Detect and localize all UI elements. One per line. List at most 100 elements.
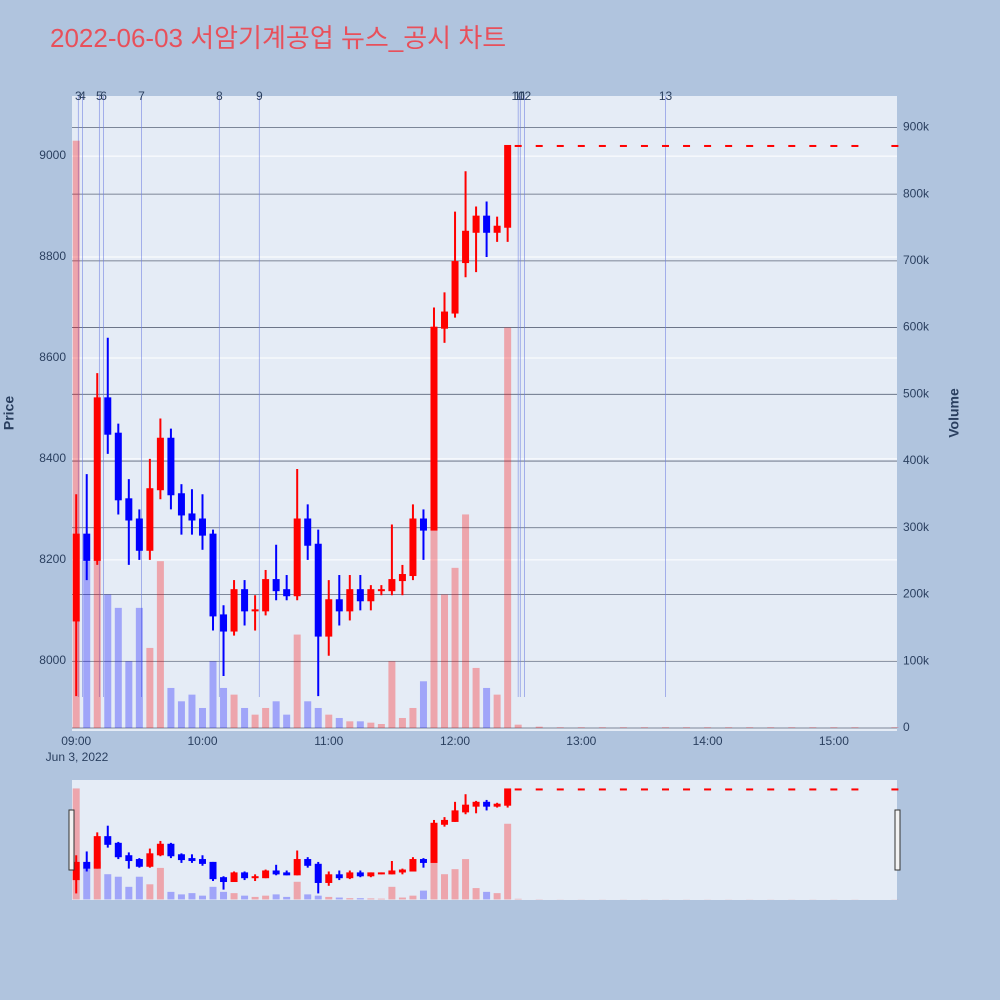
slider-candle-body (177, 854, 185, 861)
slider-volume-bar (304, 894, 312, 900)
slider-volume-bar (398, 897, 406, 900)
slider-candle-body (441, 819, 449, 825)
candle-body (767, 144, 775, 147)
slider-candle-body (809, 788, 817, 791)
slider-volume-bar (325, 896, 333, 900)
slider-candle-body (746, 788, 754, 791)
volume-bar (504, 327, 512, 728)
slider-candle-body (504, 788, 512, 806)
volume-bar (451, 567, 459, 728)
slider-candle-body (556, 788, 564, 791)
candle-body (356, 589, 364, 602)
news-label: 13 (659, 89, 673, 103)
slider-volume-bar (367, 898, 375, 900)
slider-candle-body (830, 788, 838, 791)
volume-bar (114, 607, 122, 728)
candle-body (451, 261, 459, 314)
slider-candle-body (640, 788, 648, 791)
candle-body (430, 326, 438, 531)
news-label: 4 (79, 89, 86, 103)
slider-candle-body (156, 843, 164, 856)
y2-axis-title: Volume (946, 388, 962, 438)
slider-candle-body (472, 801, 480, 807)
candle-body (377, 589, 385, 592)
slider-candle-body (188, 858, 196, 862)
slider-candle-body (346, 872, 354, 879)
candle-body (851, 144, 859, 147)
slider-volume-bar (83, 867, 91, 900)
x-tick-label: 15:00 (819, 734, 849, 748)
volume-bar (125, 661, 133, 728)
candle-body (398, 574, 406, 582)
volume-bar (156, 561, 164, 728)
slider-volume-bar (93, 861, 101, 900)
slider-volume-bar (293, 881, 301, 900)
slider-volume-bar (462, 859, 470, 900)
slider-candle-body (241, 872, 249, 879)
chart-title: 2022-06-03 서암기계공업 뉴스_공시 차트 (50, 23, 506, 53)
candle-body (556, 144, 564, 147)
slider-volume-bar (514, 898, 522, 900)
x-tick-label: 11:00 (314, 734, 343, 748)
slider-candle-body (451, 810, 459, 822)
candle-body (493, 225, 501, 233)
slider-volume-bar (504, 823, 512, 900)
candle-body (167, 437, 175, 496)
range-slider[interactable] (72, 780, 897, 900)
volume-bar (104, 594, 112, 728)
candle-body (251, 609, 259, 612)
candle-body (177, 493, 185, 516)
candle-body (93, 397, 101, 561)
x-tick-label: 09:00 (61, 734, 91, 748)
candle-body (419, 518, 427, 531)
volume-bar (220, 687, 228, 728)
slider-handle-left (68, 809, 75, 871)
news-label: 12 (518, 89, 532, 103)
volume-bar (167, 687, 175, 728)
candle-body (409, 518, 417, 577)
slider-volume-bar (156, 867, 164, 900)
slider-volume-bar (188, 893, 196, 900)
volume-bar (619, 727, 627, 728)
volume-bar (683, 727, 691, 728)
candle-body (640, 144, 648, 147)
slider-volume-bar (230, 893, 238, 900)
slider-volume-bar (346, 898, 354, 900)
volume-bar (146, 647, 154, 728)
candle-body (220, 614, 228, 632)
volume-bar (283, 714, 291, 728)
volume-bar (335, 717, 343, 728)
volume-bar (72, 140, 80, 728)
y-tick-label: 8000 (39, 653, 66, 667)
y2-tick-label: 300k (903, 520, 930, 534)
slider-volume-bar (262, 895, 270, 900)
volume-bar (483, 687, 491, 728)
y2-tick-label: 800k (903, 186, 930, 200)
news-label: 5 (96, 89, 103, 103)
volume-bar (388, 661, 396, 728)
slider-candle-body (220, 877, 228, 883)
volume-bar (293, 634, 301, 728)
slider-volume-bar (419, 890, 427, 900)
slider-volume-bar (272, 894, 280, 900)
x-date-label: Jun 3, 2022 (46, 750, 109, 764)
slider-candle-body (293, 859, 301, 876)
news-label: 11 (514, 89, 527, 103)
volume-bar (430, 507, 438, 728)
slider-volume-bar (283, 896, 291, 900)
candle-body (746, 144, 754, 147)
slider-candle-body (356, 872, 364, 877)
slider-volume-bar (125, 886, 133, 900)
slider-candle-body (367, 872, 375, 877)
candle-body (504, 144, 512, 228)
slider-volume-bar (409, 895, 417, 900)
candle-body (188, 513, 196, 521)
candle-body (72, 533, 80, 622)
slider-candle-body (619, 788, 627, 791)
volume-bar (314, 707, 322, 728)
slider-volume-bar (209, 886, 217, 900)
candle-body (156, 437, 164, 491)
volume-bar (767, 727, 775, 728)
candle-body (788, 144, 796, 147)
slider-candle-body (462, 804, 470, 813)
